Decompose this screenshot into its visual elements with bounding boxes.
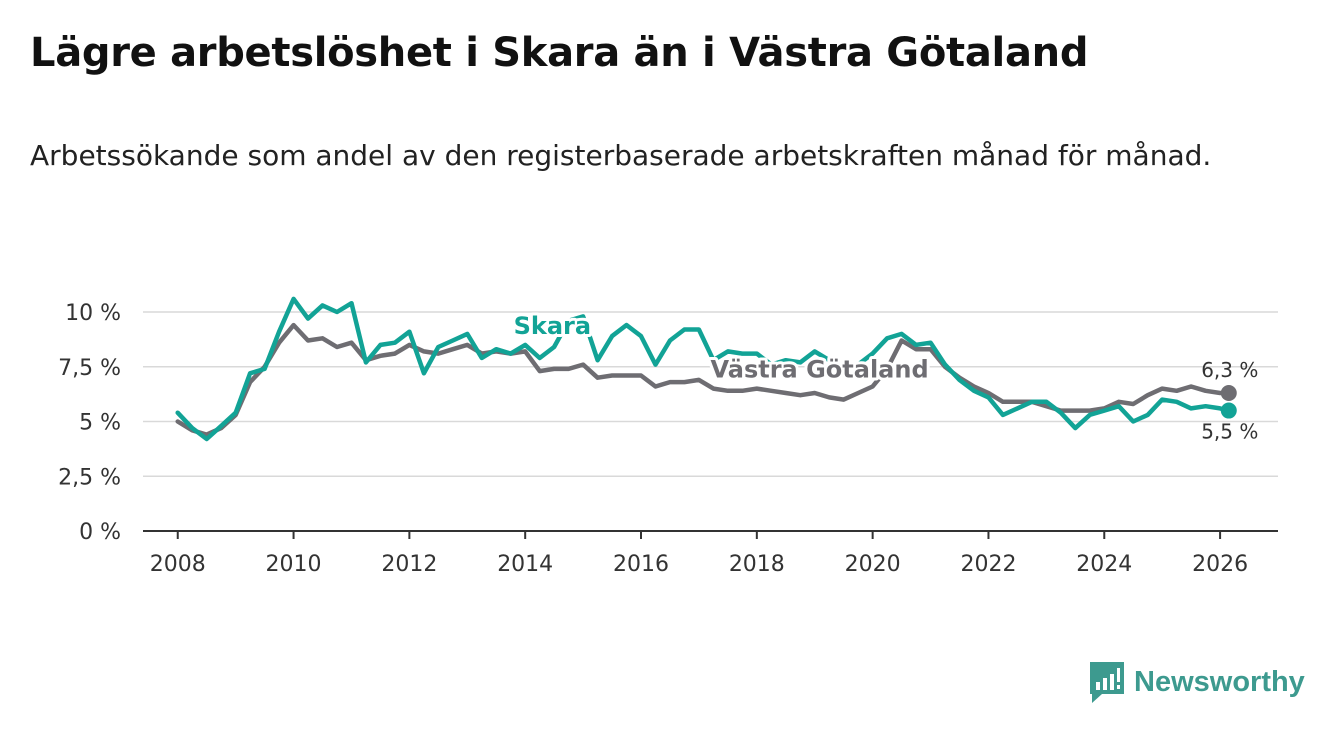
chart-subtitle: Arbetssökande som andel av den registerb… — [30, 139, 1212, 172]
y-tick-label: 2,5 % — [58, 465, 121, 490]
x-axis: 2008 2010 2012 2014 2016 2018 2020 2022 2024 2026 — [143, 530, 1278, 577]
x-tick-label: 2020 — [845, 552, 901, 577]
end-value-label: 6,3 % — [1201, 358, 1258, 382]
y-axis-ticks: 0 % 2,5 % 5 % 7,5 % 10 % — [58, 301, 121, 545]
y-tick-label: 0 % — [79, 520, 121, 545]
grid-lines — [143, 311, 1278, 477]
brand-name: Newsworthy — [1134, 665, 1305, 698]
end-point — [1220, 385, 1237, 402]
x-tick-label: 2014 — [497, 552, 553, 577]
x-tick-label: 2012 — [381, 552, 437, 577]
series-lines — [175, 296, 1232, 442]
x-tick-label: 2010 — [266, 552, 322, 577]
y-tick-label: 5 % — [79, 411, 121, 436]
series-labels: 6,3 % 5,5 % Västra Götaland Skara — [511, 309, 1259, 444]
newsworthy-logo-icon — [1090, 662, 1124, 703]
x-tick-label: 2018 — [729, 552, 785, 577]
x-tick-label: 2008 — [150, 552, 206, 577]
end-point — [1220, 402, 1237, 419]
newsworthy-logo[interactable]: Newsworthy — [1088, 660, 1305, 704]
y-tick-label: 10 % — [65, 301, 121, 326]
x-tick-label: 2022 — [960, 552, 1016, 577]
x-tick-label: 2024 — [1076, 552, 1132, 577]
x-tick-label: 2016 — [613, 552, 669, 577]
end-value-label: 5,5 % — [1201, 420, 1258, 444]
x-tick-label: 2026 — [1192, 552, 1248, 577]
y-tick-label: 7,5 % — [58, 356, 121, 381]
series-line-skara — [175, 296, 1232, 442]
series-label: Västra Götaland — [711, 356, 929, 384]
series-label: Skara — [514, 312, 591, 340]
chart-title: Lägre arbetslöshet i Skara än i Västra G… — [30, 30, 1089, 76]
